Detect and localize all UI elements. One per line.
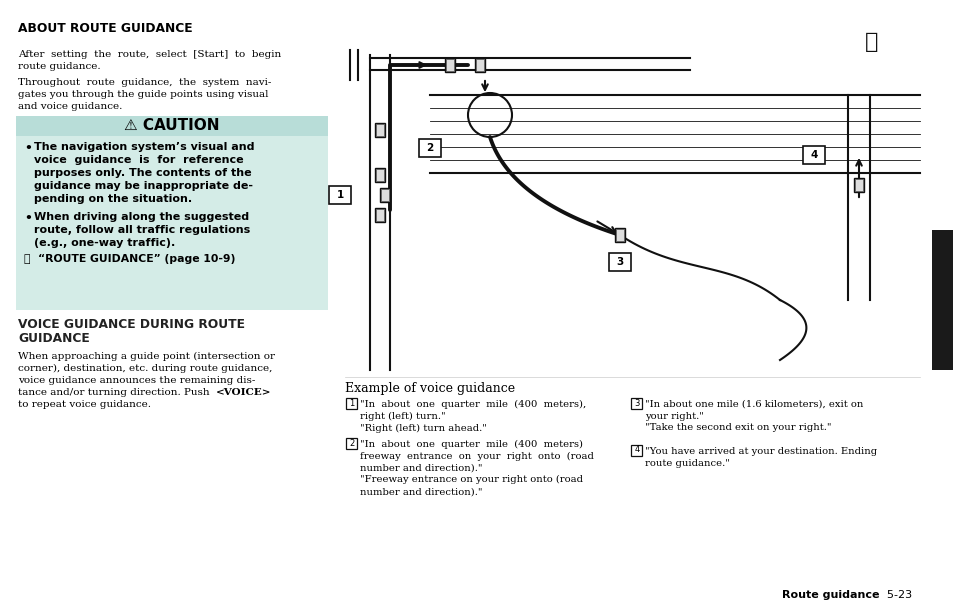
Text: "In about one mile (1.6 kilometers), exit on
your right."
"Take the second exit : "In about one mile (1.6 kilometers), exi… [644,400,862,432]
Text: voice guidance announces the remaining dis-: voice guidance announces the remaining d… [18,376,255,385]
Text: •: • [24,142,31,155]
Bar [802,146,824,164]
Bar [375,168,385,182]
Text: Example of voice guidance: Example of voice guidance [345,382,515,395]
Text: guidance may be inappropriate de-: guidance may be inappropriate de- [34,181,253,191]
Text: "In  about  one  quarter  mile  (400  meters)
freeway  entrance  on  your  right: "In about one quarter mile (400 meters) … [359,440,594,496]
Bar [16,136,328,310]
Bar [379,188,390,202]
Bar [631,398,641,409]
Bar [16,116,328,136]
Text: GUIDANCE: GUIDANCE [18,332,90,345]
Text: gates you through the guide points using visual: gates you through the guide points using… [18,90,268,99]
Text: "In  about  one  quarter  mile  (400  meters),
right (left) turn."
"Right (left): "In about one quarter mile (400 meters),… [359,400,586,433]
Text: "You have arrived at your destination. Ending
route guidance.": "You have arrived at your destination. E… [644,447,876,468]
Bar [476,59,483,71]
Bar [631,444,641,455]
Text: 📖  “ROUTE GUIDANCE” (page 10-9): 📖 “ROUTE GUIDANCE” (page 10-9) [24,254,235,264]
Bar [346,398,357,409]
Text: Throughout  route  guidance,  the  system  navi-: Throughout route guidance, the system na… [18,78,271,87]
Text: •: • [24,212,31,225]
Text: 2: 2 [349,438,355,447]
Bar [375,169,384,181]
Bar [375,209,384,221]
Text: When approaching a guide point (intersection or: When approaching a guide point (intersec… [18,352,274,361]
Text: 4: 4 [634,446,639,455]
Bar [616,229,623,241]
Text: pending on the situation.: pending on the situation. [34,194,192,204]
Bar [608,253,630,271]
Text: route, follow all traffic regulations: route, follow all traffic regulations [34,225,250,235]
Text: to repeat voice guidance.: to repeat voice guidance. [18,400,151,409]
Bar [615,228,624,242]
Bar [444,58,455,72]
Text: ABOUT ROUTE GUIDANCE: ABOUT ROUTE GUIDANCE [18,22,193,35]
Bar [375,208,385,222]
Bar [475,58,484,72]
Text: When driving along the suggested: When driving along the suggested [34,212,249,222]
Text: route guidance.: route guidance. [18,62,100,71]
Text: tance and/or turning direction. Push: tance and/or turning direction. Push [18,388,213,397]
Bar [375,123,385,137]
Bar [854,179,862,191]
Text: 5-23: 5-23 [879,590,911,600]
Bar [418,139,440,157]
Text: 1: 1 [336,190,343,200]
Text: and voice guidance.: and voice guidance. [18,102,122,111]
Text: VOICE GUIDANCE DURING ROUTE: VOICE GUIDANCE DURING ROUTE [18,318,245,331]
Bar [329,186,351,204]
Bar [346,438,357,449]
Text: The navigation system’s visual and: The navigation system’s visual and [34,142,254,152]
Bar [375,124,384,136]
Text: After  setting  the  route,  select  [Start]  to  begin: After setting the route, select [Start] … [18,50,281,59]
Text: ⛿: ⛿ [864,32,878,52]
Text: Route guidance: Route guidance [781,590,879,600]
Text: 3: 3 [616,257,623,267]
Text: 1: 1 [349,398,355,407]
Text: <VOICE>: <VOICE> [215,388,272,397]
Bar [380,189,389,201]
Bar [446,59,454,71]
Text: ⚠ CAUTION: ⚠ CAUTION [124,118,219,133]
Text: 3: 3 [634,398,639,407]
Text: corner), destination, etc. during route guidance,: corner), destination, etc. during route … [18,364,273,373]
Bar [853,178,863,192]
Text: voice  guidance  is  for  reference: voice guidance is for reference [34,155,243,165]
Text: (e.g., one-way traffic).: (e.g., one-way traffic). [34,238,175,248]
Text: purposes only. The contents of the: purposes only. The contents of the [34,168,252,178]
Text: 2: 2 [426,143,434,153]
Bar [931,230,953,370]
Text: 4: 4 [809,150,817,160]
